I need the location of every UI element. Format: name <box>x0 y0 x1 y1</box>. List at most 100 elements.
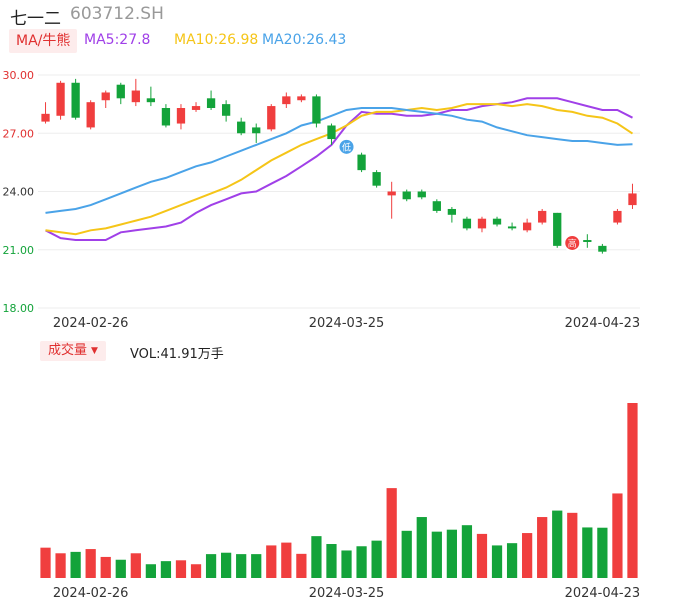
marker-label: 低 <box>342 141 351 153</box>
candle <box>252 123 261 143</box>
extreme-marker: 高 <box>563 233 582 252</box>
volume-bar <box>491 545 503 578</box>
candle <box>131 78 140 107</box>
marker-label: 高 <box>568 237 577 249</box>
volume-bar <box>326 544 337 578</box>
candle-body <box>191 106 201 110</box>
candle <box>206 90 216 110</box>
volume-bar <box>461 525 473 578</box>
volume-bar <box>145 564 156 578</box>
volume-bar <box>476 533 488 578</box>
volume-bar <box>160 561 172 578</box>
candle <box>462 216 472 231</box>
candle <box>447 207 457 223</box>
candle <box>237 117 246 136</box>
candle-body <box>507 226 517 229</box>
candle-body <box>538 210 547 223</box>
candle-body <box>492 218 502 225</box>
volume-bar <box>281 542 292 578</box>
candle <box>598 243 607 254</box>
candle <box>101 90 110 109</box>
ma10-legend: MA10:26.98 <box>174 32 259 48</box>
dropdown-arrow-icon: ▼ <box>91 346 98 356</box>
candle <box>191 102 201 112</box>
candle-body <box>86 102 95 128</box>
extreme-marker: 低 <box>337 137 356 156</box>
candle-body <box>583 240 592 242</box>
candle <box>507 222 517 231</box>
candle-body <box>372 172 381 186</box>
volume-bar <box>236 554 247 578</box>
candle <box>161 104 171 128</box>
candle-body <box>357 154 366 171</box>
volume-bar <box>356 546 367 578</box>
volume-mode-selector[interactable]: 成交量 ▼ <box>40 341 106 361</box>
candle-body <box>206 98 216 109</box>
candle <box>372 170 381 188</box>
x-tick-label: 2024-03-25 <box>309 316 385 331</box>
candle <box>613 208 622 225</box>
volume-bar <box>522 533 533 578</box>
candle <box>282 92 291 109</box>
volume-bar <box>55 553 66 578</box>
candle-body <box>146 98 156 103</box>
candle-body <box>282 96 291 105</box>
volume-bar <box>100 556 111 578</box>
y-tick-label: 30.00 <box>3 69 35 82</box>
ma-mode-selector[interactable]: MA/牛熊 <box>9 29 78 53</box>
volume-bar <box>371 540 382 578</box>
candle-body <box>101 92 110 101</box>
candle <box>41 102 50 124</box>
candle-body <box>116 84 125 99</box>
volume-bar <box>311 536 322 578</box>
volume-bar <box>85 549 96 578</box>
y-tick-label: 24.00 <box>3 186 35 199</box>
volume-bar <box>597 527 608 578</box>
candle-body <box>71 82 80 118</box>
candle <box>477 216 487 233</box>
candle-body <box>462 218 472 229</box>
candle-body <box>56 82 65 116</box>
candle <box>116 82 125 105</box>
candle <box>86 100 95 130</box>
candle <box>357 152 366 173</box>
candle <box>387 181 396 219</box>
ma20-line <box>45 107 633 214</box>
volume-bar <box>506 543 518 578</box>
candle <box>628 183 637 209</box>
volume-bar <box>552 510 563 578</box>
candle-body <box>432 201 441 211</box>
ma5-legend: MA5:27.8 <box>84 32 151 48</box>
candle <box>432 199 441 213</box>
volume-bar <box>401 530 412 578</box>
volume-bar <box>582 527 593 578</box>
candle-body <box>161 108 171 126</box>
candle-body <box>327 125 336 140</box>
candle-body <box>477 218 487 229</box>
candle-body <box>252 127 261 134</box>
candle-body <box>598 245 607 252</box>
candle <box>492 216 502 227</box>
candle <box>327 123 336 145</box>
volume-value: VOL:41.91万手 <box>130 347 224 362</box>
volume-bar <box>175 560 187 578</box>
volume-bar <box>221 552 232 578</box>
volume-bar <box>130 553 141 578</box>
candle <box>402 189 411 202</box>
y-tick-label: 21.00 <box>3 244 35 257</box>
candle <box>538 208 547 225</box>
candle-body <box>131 90 140 103</box>
volume-bar <box>416 517 427 578</box>
candle-body <box>41 113 50 122</box>
candle-body <box>402 191 411 200</box>
volume-bar <box>70 551 81 578</box>
volume-bar <box>296 553 307 578</box>
stock-code: 603712.SH <box>70 4 164 24</box>
x-tick-label: 2024-04-23 <box>565 586 641 601</box>
ma20-legend: MA20:26.43 <box>262 32 347 48</box>
volume-bar <box>537 517 548 578</box>
candle-body <box>522 222 532 231</box>
ma5-line <box>45 97 633 241</box>
candle <box>146 86 156 107</box>
